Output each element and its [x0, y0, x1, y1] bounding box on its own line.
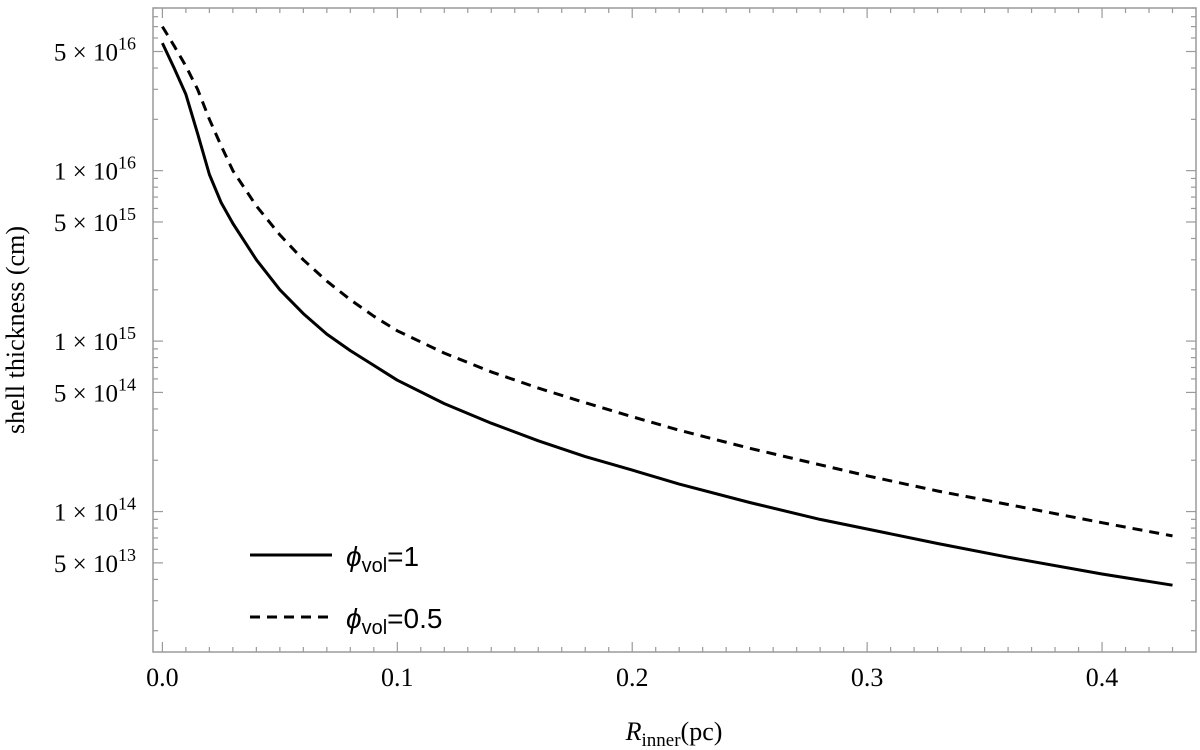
x-tick-label: 0.0 [146, 663, 179, 692]
x-axis-label-main: R [625, 717, 642, 746]
y-tick-label: 5 × 1013 [54, 545, 136, 578]
x-tick-label: 0.2 [616, 663, 649, 692]
y-tick-label: 5 × 1015 [54, 204, 136, 237]
y-tick-label: 1 × 1014 [54, 494, 136, 527]
legend-label-2: ϕvol=0.5 [346, 603, 442, 639]
y-tick-label: 1 × 1015 [54, 323, 136, 356]
series-lines [161, 25, 1173, 587]
x-tick-label: 0.4 [1086, 663, 1119, 692]
x-axis-ticks: 0.0 0.1 0.2 0.3 0.4 [146, 8, 1174, 692]
y-axis-ticks: 5 × 1016 1 × 1016 5 × 1015 1 × 1015 5 × 1014… [54, 7, 1196, 632]
x-tick-label: 0.1 [381, 663, 414, 692]
x-axis-label-sub: inner [641, 730, 681, 750]
x-axis-label: Rinner(pc) [625, 717, 723, 750]
x-axis-label-unit: (pc) [681, 717, 723, 746]
series-line-2 [161, 25, 1173, 538]
y-tick-label: 5 × 1016 [54, 34, 136, 67]
y-tick-label: 1 × 1016 [54, 153, 136, 186]
y-tick-label: 5 × 1014 [54, 374, 136, 407]
plot-frame [152, 7, 1197, 653]
legend-label-1: ϕvol=1 [346, 541, 419, 577]
legend: ϕvol=1 ϕvol=0.5 [250, 541, 442, 639]
y-axis-label: shell thickness (cm) [1, 226, 30, 434]
x-tick-label: 0.3 [851, 663, 884, 692]
series-line-1 [161, 42, 1173, 587]
